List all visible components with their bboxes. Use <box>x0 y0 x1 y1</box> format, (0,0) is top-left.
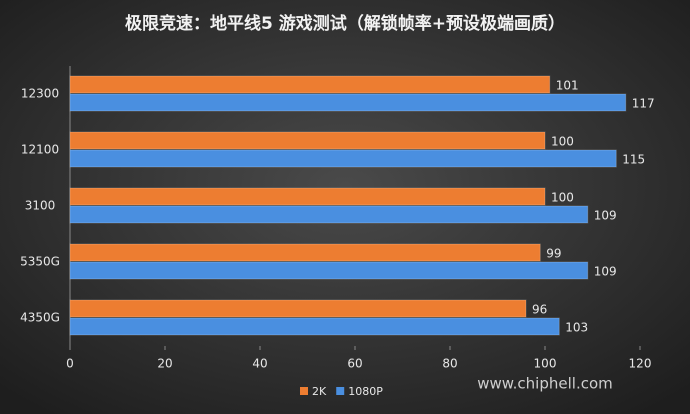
value-label: 109 <box>594 265 617 279</box>
y-tick-label: 12100 <box>21 143 59 157</box>
bar <box>69 75 551 94</box>
value-label: 100 <box>551 191 574 205</box>
x-tick-label: 40 <box>252 357 267 371</box>
bar <box>69 205 589 224</box>
x-tick-label: 0 <box>66 357 74 371</box>
value-label: 103 <box>565 321 588 335</box>
chart-title: 极限竞速：地平线5 游戏测试（解锁帧率+预设极端画质） <box>125 13 565 34</box>
bar <box>69 261 589 280</box>
legend-swatch <box>300 387 308 395</box>
bar <box>69 243 541 262</box>
value-label: 101 <box>556 79 579 93</box>
bar <box>69 93 627 112</box>
x-tick-label: 60 <box>347 357 362 371</box>
y-tick-label: 3100 <box>25 199 56 213</box>
legend-label: 1080P <box>348 385 383 398</box>
y-tick-label: 12300 <box>21 87 59 101</box>
value-label: 109 <box>594 209 617 223</box>
x-tick-label: 100 <box>534 357 557 371</box>
x-tick-label: 20 <box>157 357 172 371</box>
bar <box>69 149 617 168</box>
value-label: 99 <box>546 247 561 261</box>
legend-label: 2K <box>312 385 327 398</box>
value-label: 96 <box>532 303 547 317</box>
bar <box>69 299 527 318</box>
value-label: 100 <box>551 135 574 149</box>
x-tick-label: 80 <box>442 357 457 371</box>
bar <box>69 131 546 150</box>
y-tick-label: 5350G <box>20 255 60 269</box>
bar <box>69 187 546 206</box>
value-label: 115 <box>622 153 645 167</box>
bar <box>69 317 560 336</box>
x-tick-label: 120 <box>629 357 652 371</box>
watermark: www.chiphell.com <box>477 375 613 393</box>
y-tick-label: 4350G <box>20 311 60 325</box>
value-label: 117 <box>632 97 655 111</box>
legend-swatch <box>336 387 345 395</box>
